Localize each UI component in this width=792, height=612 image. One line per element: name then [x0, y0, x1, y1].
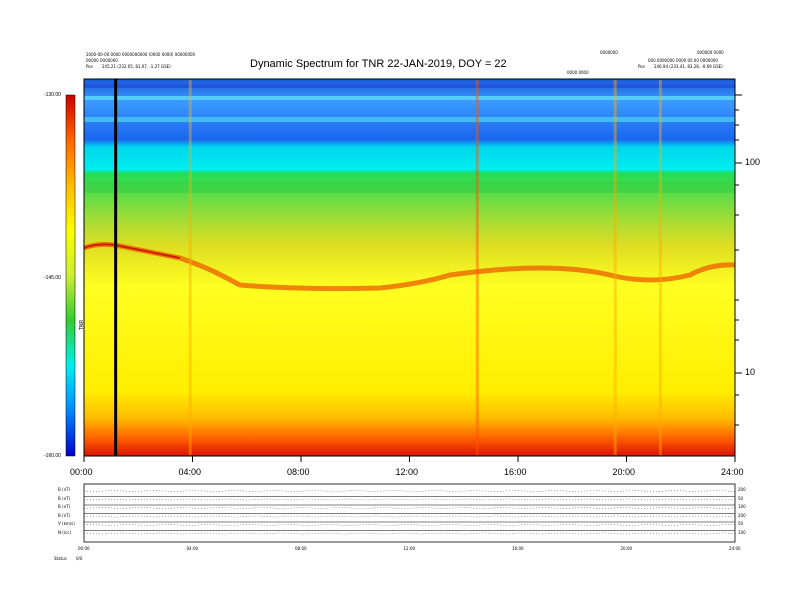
green-band: [84, 181, 735, 193]
header-left-line1: 2000-00-00 0000 0000000000 (0000 0000) 0…: [86, 52, 196, 57]
chart-title: Dynamic Spectrum for TNR 22-JAN-2019, DO…: [250, 58, 507, 70]
header-right-line2: 000000 0000: [697, 50, 724, 55]
top-band-3: [84, 84, 735, 88]
panel-trace: [83, 507, 736, 509]
panel-label: B (nT): [58, 504, 71, 509]
panel-x-tick-label: 04:00: [186, 546, 199, 551]
panel-label: B (nT): [58, 495, 71, 501]
x-axis-ticks: [83, 456, 736, 462]
y-tick-10: 10: [745, 367, 756, 377]
marker-line: [114, 79, 118, 456]
header-left-line2: 00000 0000000: [86, 58, 118, 63]
footer-status-value: 0/0: [76, 556, 83, 561]
event-streaks: [188, 80, 662, 455]
panel-x-tick-label: 16:00: [512, 546, 524, 551]
colorbar-tick-mid: -145.00: [44, 275, 61, 281]
right-axis: [735, 94, 742, 426]
header-right-line1: 0000000: [600, 50, 618, 55]
panel-trace: [83, 524, 736, 526]
panel-x-tick-label: 20:00: [620, 546, 633, 551]
header-right-line4: 000 0000000 0000 00 00 0000000: [648, 58, 718, 63]
emission-ridge-core: [83, 243, 181, 259]
top-band-1: [84, 96, 735, 100]
x-tick-label: 20:00: [612, 467, 636, 477]
panel-x-tick-label: 24:00: [729, 546, 741, 551]
panel-label: V (km/s): [58, 521, 75, 526]
event-streak: [188, 80, 192, 455]
panel-x-tick-label: 12:00: [403, 546, 416, 551]
panel-trace: [83, 532, 736, 535]
panel-trace: [83, 498, 736, 501]
panel-frame: [83, 483, 736, 543]
panel-trace: [83, 490, 736, 492]
panel-right-tick: 100: [738, 504, 746, 509]
panel-right-tick: 50: [738, 521, 744, 526]
panel-label: N (/cc): [58, 529, 72, 535]
panel-right-tick: 100: [738, 529, 746, 535]
top-band-2: [84, 117, 735, 122]
panel-label: B (nT): [58, 512, 71, 518]
panel-x-tick-label: 00:00: [78, 546, 90, 551]
panel-right-tick: 200: [738, 487, 746, 492]
header-right-pos-values: 246.94 (233.41, 83.28, -0.69 GSE): [654, 64, 723, 69]
y-tick-100: 100: [745, 157, 761, 167]
header-left-pos-values: 245.21 (232.05, 81.07, -1.27 GSE): [102, 64, 171, 69]
x-tick-label: 24:00: [721, 467, 744, 477]
panel-right-tick: 200: [738, 512, 746, 518]
header-left-pos-label: Pos: [86, 64, 93, 69]
x-tick-label: 04:00: [178, 467, 202, 477]
header-right-line3: 0000 0000: [567, 70, 589, 75]
event-streak: [613, 80, 617, 455]
x-tick-label: 16:00: [504, 467, 527, 477]
colorbar-tick-bottom: -160.00: [44, 453, 61, 459]
colorbar-label: TNR: [79, 319, 86, 331]
colorbar: [65, 94, 76, 457]
spectrum-plot-area: [84, 79, 735, 456]
colorbar-tick-top: -130.00: [44, 92, 61, 98]
panel-right-tick: 50: [738, 495, 744, 501]
x-tick-label: 08:00: [287, 467, 310, 477]
event-streak: [658, 80, 662, 455]
event-streak: [475, 80, 479, 455]
panel-label: B (nT): [58, 487, 71, 492]
footer-status-label: Status: [54, 556, 67, 561]
x-tick-label: 00:00: [70, 467, 93, 477]
lower-panels: [83, 483, 736, 543]
panel-x-tick-label: 08:00: [295, 546, 307, 551]
header-right-pos-label: Pos: [638, 64, 645, 69]
panel-trace: [83, 515, 736, 518]
x-tick-label: 12:00: [395, 467, 419, 477]
